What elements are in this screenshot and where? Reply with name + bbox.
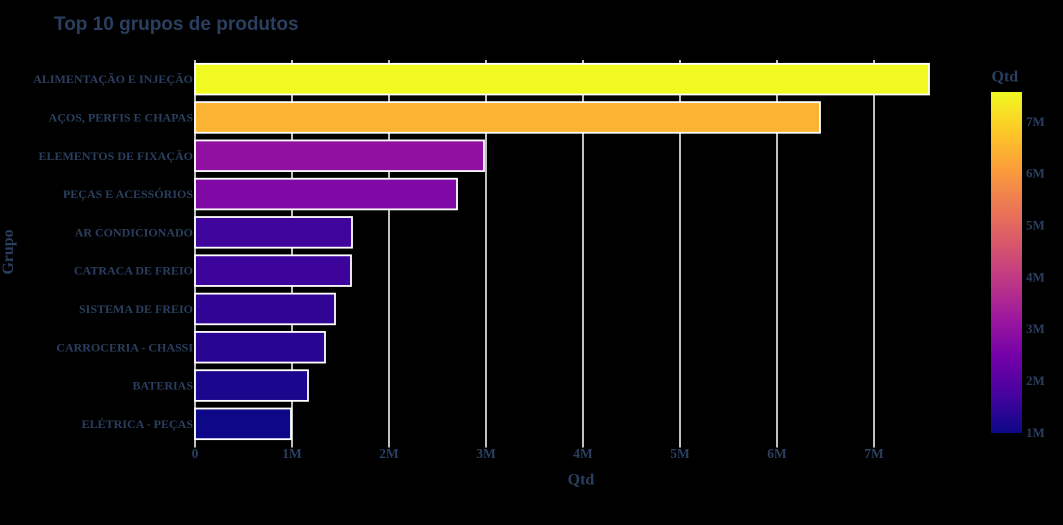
svg-text:CARROCERIA - CHASSI: CARROCERIA - CHASSI xyxy=(56,340,193,354)
svg-text:Qtd: Qtd xyxy=(992,69,1019,86)
svg-text:6M: 6M xyxy=(767,446,787,461)
svg-text:2M: 2M xyxy=(1026,373,1045,388)
svg-text:SISTEMA DE FREIO: SISTEMA DE FREIO xyxy=(79,302,193,316)
svg-text:CATRACA DE FREIO: CATRACA DE FREIO xyxy=(74,264,193,278)
svg-text:Grupo: Grupo xyxy=(0,229,17,274)
svg-text:ELEMENTOS DE FIXAÇÃO: ELEMENTOS DE FIXAÇÃO xyxy=(39,149,193,163)
svg-text:BATERIAS: BATERIAS xyxy=(133,379,194,393)
svg-text:2M: 2M xyxy=(379,446,399,461)
svg-text:5M: 5M xyxy=(1026,218,1045,233)
svg-text:AÇOS, PERFIS E CHAPAS: AÇOS, PERFIS E CHAPAS xyxy=(49,111,194,125)
svg-text:Top 10 grupos de produtos: Top 10 grupos de produtos xyxy=(54,14,299,35)
svg-text:1M: 1M xyxy=(1026,425,1045,440)
svg-text:1M: 1M xyxy=(282,446,302,461)
svg-text:ELÉTRICA - PEÇAS: ELÉTRICA - PEÇAS xyxy=(82,417,194,431)
svg-text:ALIMENTAÇÃO E INJEÇÃO: ALIMENTAÇÃO E INJEÇÃO xyxy=(33,72,193,86)
svg-text:0: 0 xyxy=(192,446,199,461)
svg-text:Qtd: Qtd xyxy=(568,472,595,489)
svg-text:4M: 4M xyxy=(1026,269,1045,284)
svg-text:AR CONDICIONADO: AR CONDICIONADO xyxy=(75,225,193,239)
svg-text:3M: 3M xyxy=(1026,321,1045,336)
svg-text:4M: 4M xyxy=(573,446,593,461)
svg-text:7M: 7M xyxy=(1026,114,1045,129)
svg-text:3M: 3M xyxy=(476,446,496,461)
svg-text:7M: 7M xyxy=(864,446,884,461)
svg-text:5M: 5M xyxy=(670,446,690,461)
svg-text:6M: 6M xyxy=(1026,166,1045,181)
svg-text:PEÇAS E ACESSÓRIOS: PEÇAS E ACESSÓRIOS xyxy=(63,187,193,201)
